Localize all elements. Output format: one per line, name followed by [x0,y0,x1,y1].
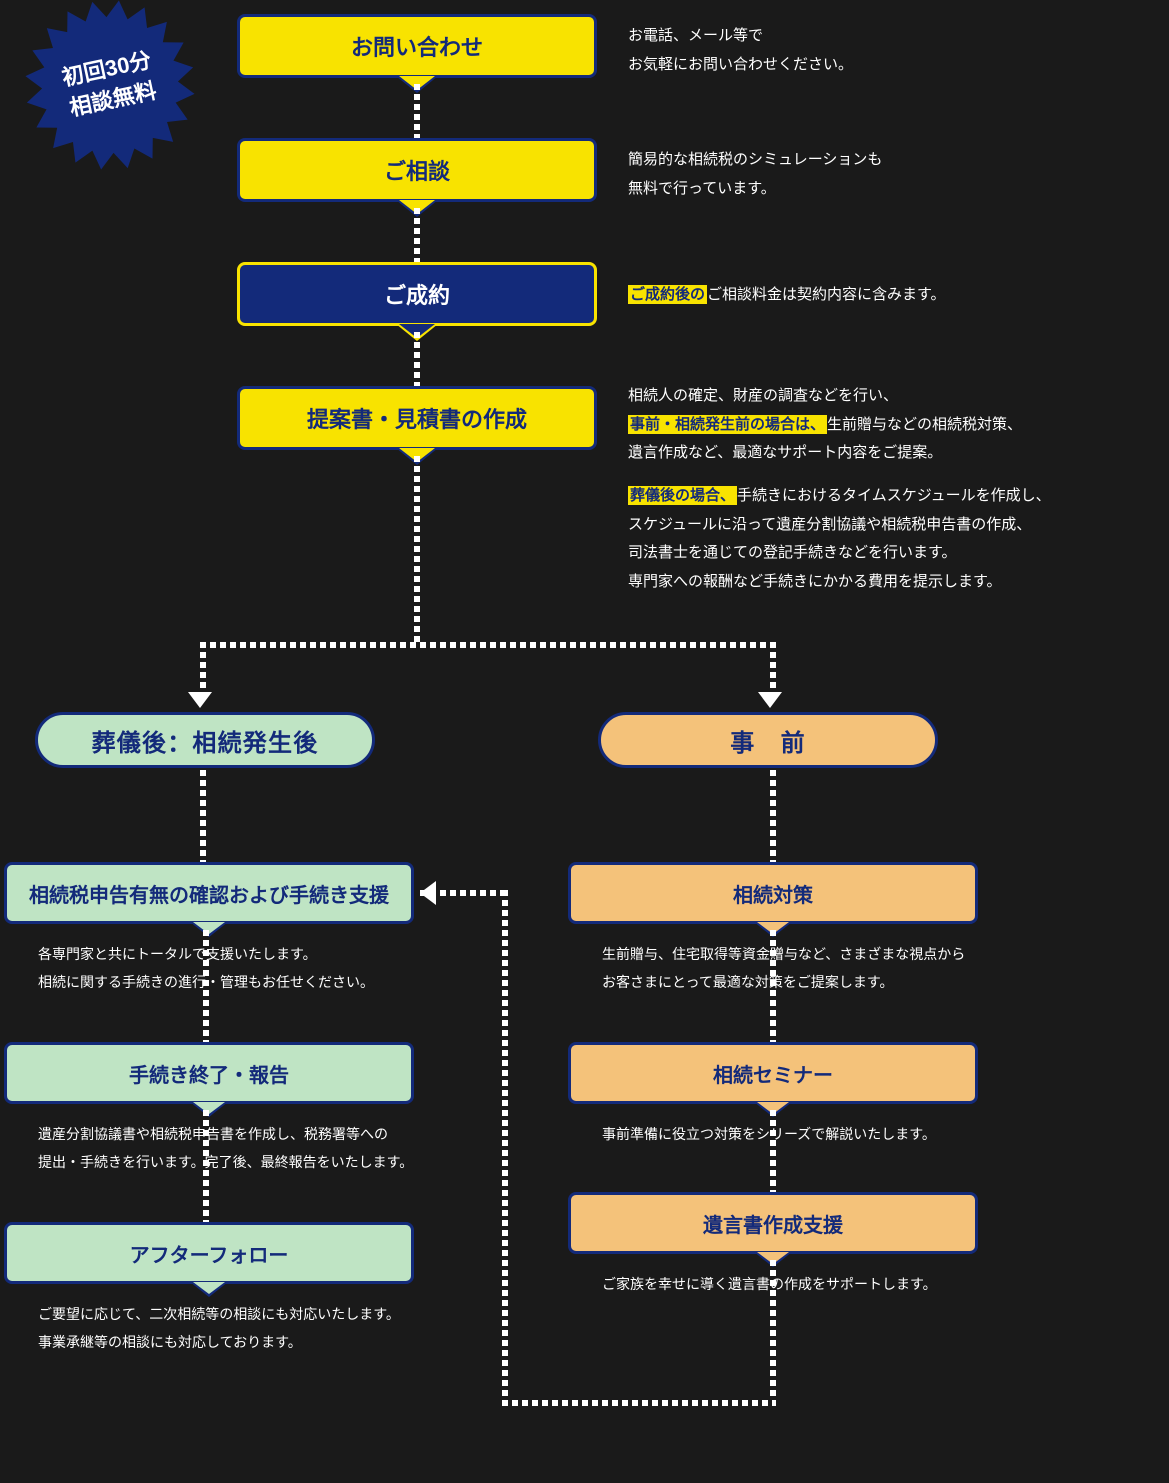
branch-left-header: 葬儀後：相続発生後 [35,712,375,768]
right-step-0: 相続対策 [568,862,978,924]
left-step-1: 手続き終了・報告 [4,1042,414,1104]
left-step-2: アフターフォロー [4,1222,414,1284]
top-step-1: ご相談 [237,138,597,202]
left-step-0: 相続税申告有無の確認および手続き支援 [4,862,414,924]
right-step-0-desc: 生前贈与、住宅取得等資金贈与など、さまざまな視点からお客さまにとって最適な対策を… [602,940,965,996]
right-step-1-desc: 事前準備に役立つ対策をシリーズで解説いたします。 [602,1120,936,1148]
top-step-0-desc: お電話、メール等でお気軽にお問い合わせください。 [628,22,853,79]
top-step-3-desc: 相続人の確定、財産の調査などを行い、事前・相続発生前の場合は、生前贈与などの相続… [628,382,1022,468]
top-step-0: お問い合わせ [237,14,597,78]
flowchart-canvas: 初回30分相談無料お問い合わせお電話、メール等でお気軽にお問い合わせください。ご… [0,0,1169,1483]
left-step-1-desc: 遺産分割協議書や相続税申告書を作成し、税務署等への提出・手続きを行います。完了後… [38,1120,413,1176]
top-step-2: ご成約 [237,262,597,326]
top-step-3: 提案書・見積書の作成 [237,386,597,450]
right-step-1: 相続セミナー [568,1042,978,1104]
right-step-2: 遺言書作成支援 [568,1192,978,1254]
left-step-2-desc: ご要望に応じて、二次相続等の相談にも対応いたします。事業承継等の相談にも対応して… [38,1300,400,1356]
branch-right-header: 事 前 [598,712,938,768]
top-step-3-desc: 葬儀後の場合、手続きにおけるタイムスケジュールを作成し、スケジュールに沿って遺産… [628,482,1051,596]
top-step-2-desc: ご成約後のご相談料金は契約内容に含みます。 [628,281,946,310]
promo-starburst-badge: 初回30分相談無料 [9,0,211,186]
top-step-1-desc: 簡易的な相続税のシミュレーションも無料で行っています。 [628,146,882,203]
